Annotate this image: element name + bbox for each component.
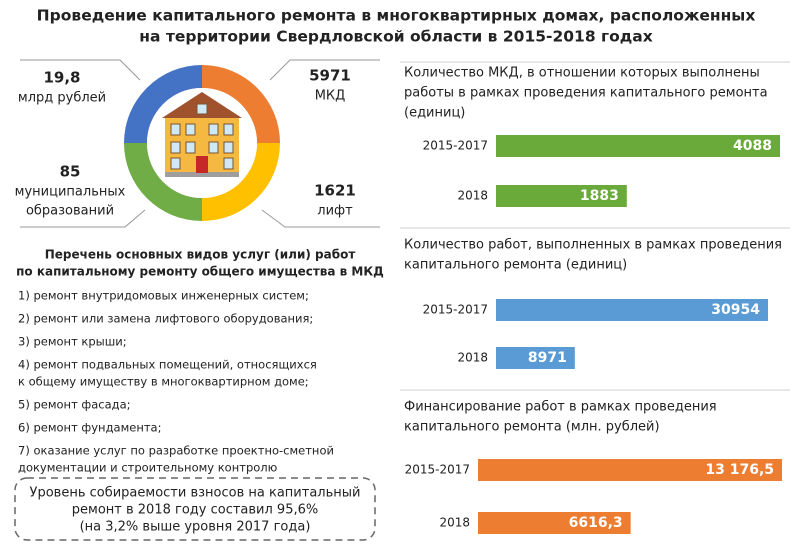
chart-title: Количество МКД, в отношении которых выпо… — [404, 66, 760, 81]
chart-title: капитального ремонта (млн. рублей) — [404, 420, 660, 435]
stat-value: 19,8 — [43, 69, 80, 87]
chart-title: Количество работ, выполненных в рамках п… — [404, 238, 782, 253]
stat-value: 5971 — [309, 67, 351, 85]
value-label: 13 176,5 — [705, 462, 774, 478]
list-item: 1) ремонт внутридомовых инженерных систе… — [18, 289, 309, 303]
chart-title: Финансирование работ в рамках проведения — [404, 400, 717, 415]
value-label: 8971 — [528, 350, 567, 366]
category-label: 2015-2017 — [405, 463, 470, 477]
note: (на 3,2% выше уровня 2017 года) — [80, 520, 311, 535]
stat-value: 85 — [60, 163, 81, 181]
value-label: 4088 — [733, 138, 772, 154]
value-label: 6616,3 — [569, 515, 623, 531]
note-box — [14, 477, 376, 541]
list-item: 5) ремонт фасада; — [18, 398, 131, 412]
category-label: 2018 — [457, 351, 488, 365]
chart-title: (единиц) — [404, 106, 465, 121]
note: Уровень собираемости взносов на капиталь… — [30, 486, 361, 501]
stat-label: лифт — [317, 204, 353, 219]
bar — [496, 135, 780, 157]
title: на территории Свердловской области в 201… — [139, 28, 652, 46]
list-item: 3) ремонт крыши; — [18, 335, 127, 349]
category-label: 2018 — [457, 189, 488, 203]
bar — [496, 185, 627, 207]
stat-label: образований — [26, 204, 114, 219]
category-label: 2015-2017 — [423, 303, 488, 317]
stat-value: 1621 — [314, 182, 356, 200]
title: Проведение капитального ремонта в многок… — [37, 7, 756, 25]
list-item: документации и строительному контролю — [18, 461, 278, 475]
bar — [496, 347, 575, 369]
list-item: 6) ремонт фундамента; — [18, 421, 161, 435]
stat-label: муниципальных — [15, 185, 126, 200]
stat-label: млрд рублей — [18, 91, 106, 106]
note: ремонт в 2018 году составил 95,6% — [72, 503, 318, 518]
house-icon — [162, 92, 242, 177]
bar — [478, 459, 782, 481]
list-item: 4) ремонт подвальных помещений, относящи… — [18, 358, 317, 372]
list-item: 7) оказание услуг по разработке проектно… — [18, 444, 334, 458]
chart-title: работы в рамках проведения капитального … — [404, 86, 768, 101]
list-title: Перечень основных видов услуг (или) рабо… — [45, 248, 356, 262]
leader-lines — [20, 59, 380, 228]
category-label: 2018 — [439, 516, 470, 530]
chart-title: капитального ремонта (единиц) — [404, 258, 627, 273]
list-item: 2) ремонт или замена лифтового оборудова… — [18, 312, 313, 326]
list-title: по капитальному ремонту общего имущества… — [16, 265, 384, 279]
stat-label: МКД — [315, 89, 346, 104]
list-item: к общему имуществу в многоквартирном дом… — [18, 375, 309, 389]
value-label: 30954 — [711, 302, 760, 318]
bar — [478, 512, 631, 534]
category-label: 2015-2017 — [423, 139, 488, 153]
value-label: 1883 — [580, 188, 619, 204]
separators — [400, 61, 790, 391]
bar — [496, 299, 768, 321]
